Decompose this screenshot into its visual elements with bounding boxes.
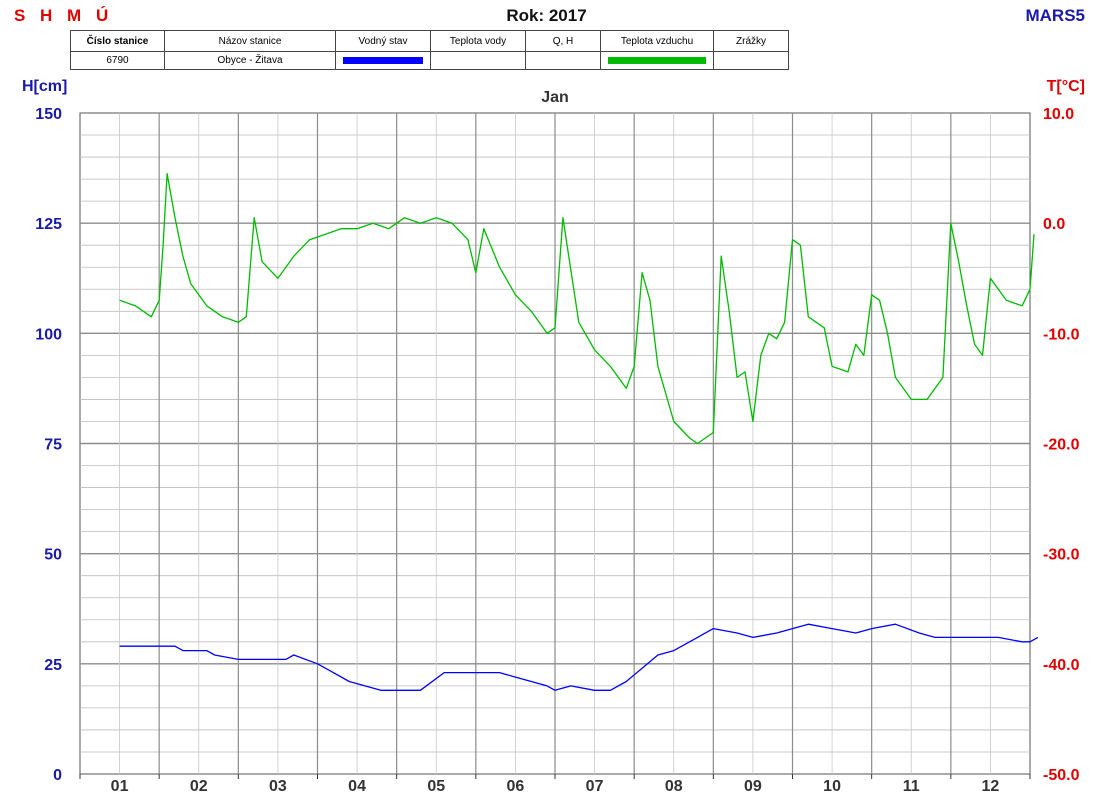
left-tick-label: 75 bbox=[44, 437, 62, 454]
x-tick-label: 12 bbox=[982, 778, 1000, 793]
station-code: MARS5 bbox=[1025, 6, 1085, 25]
x-tick-label: 05 bbox=[427, 778, 445, 793]
precipitation-cell bbox=[713, 51, 789, 70]
x-tick-label: 08 bbox=[665, 778, 683, 793]
x-tick-label: 10 bbox=[823, 778, 841, 793]
x-tick-label: 11 bbox=[903, 778, 920, 793]
water-level-line bbox=[119, 623, 1039, 691]
right-tick-label: -20.0 bbox=[1043, 437, 1080, 454]
info-value-row: 6790 Obyce - Žitava bbox=[70, 51, 789, 70]
left-tick-label: 50 bbox=[44, 547, 62, 564]
left-tick-label: 25 bbox=[44, 657, 62, 674]
chart-title: Jan bbox=[541, 89, 569, 106]
right-tick-label: -30.0 bbox=[1043, 547, 1080, 564]
left-tick-label: 150 bbox=[35, 106, 62, 123]
year-title: Rok: 2017 bbox=[506, 6, 587, 25]
right-axis-label: T[°C] bbox=[1046, 78, 1085, 95]
right-tick-label: 0.0 bbox=[1043, 216, 1065, 233]
x-tick-label: 07 bbox=[586, 778, 604, 793]
right-tick-label: -10.0 bbox=[1043, 326, 1080, 343]
right-tick-label: 10.0 bbox=[1043, 106, 1074, 123]
x-tick-label: 01 bbox=[111, 778, 129, 793]
right-tick-label: -50.0 bbox=[1043, 767, 1080, 784]
x-tick-label: 06 bbox=[507, 778, 525, 793]
left-tick-label: 125 bbox=[35, 216, 62, 233]
air-temp-swatch bbox=[608, 56, 706, 64]
grid bbox=[79, 112, 1031, 779]
x-tick-label: 04 bbox=[348, 778, 366, 793]
x-tick-label: 03 bbox=[269, 778, 287, 793]
x-tick-label: 09 bbox=[744, 778, 762, 793]
air-temp-line bbox=[119, 172, 1035, 445]
left-axis-label: H[cm] bbox=[22, 78, 68, 95]
station-info-table: Číslo stanice Názov stanice Vodný stav T… bbox=[70, 30, 789, 70]
brand-title: S H M Ú bbox=[14, 6, 114, 25]
x-tick-label: 02 bbox=[190, 778, 208, 793]
series-group bbox=[119, 172, 1039, 691]
right-tick-label: -40.0 bbox=[1043, 657, 1080, 674]
water-level-swatch bbox=[343, 56, 423, 64]
left-tick-label: 100 bbox=[35, 326, 62, 343]
tick-labels: 150 125 100 75 50 25 0 10.0 0.0 -10.0 -20.0 -30.0 -4… bbox=[35, 106, 1079, 793]
left-tick-label: 0 bbox=[53, 767, 62, 784]
